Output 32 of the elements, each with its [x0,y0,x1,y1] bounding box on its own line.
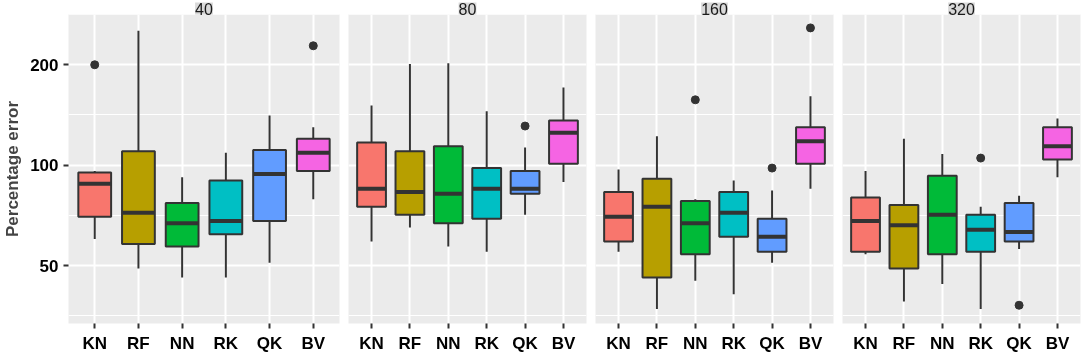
x-tick-label: NN [683,333,708,353]
x-tick-label: QK [1006,333,1033,353]
chart-title: 80 [458,0,477,18]
x-tick-label: BV [1045,333,1070,353]
x-tick-label: KN [853,333,878,353]
x-tick-label: RK [474,333,500,353]
y-tick-label: 200 [30,55,59,75]
chart-title: 160 [701,0,728,18]
x-tick-label: KN [606,333,631,353]
x-tick-label: NN [169,333,195,353]
y-axis-title: Percentage error [3,100,23,238]
x-tick-label: QK [256,333,284,353]
x-tick-label: KN [359,333,384,353]
x-tick-label: BV [798,333,823,353]
x-tick-label: NN [436,333,461,353]
y-tick-label: 50 [39,256,59,276]
x-tick-label: RF [398,333,422,353]
x-tick-label: BV [551,333,576,353]
x-tick-label: RF [645,333,669,353]
y-tick-label: 100 [30,156,59,176]
x-tick-label: RF [892,333,916,353]
x-tick-label: RK [968,333,994,353]
x-tick-label: QK [512,333,539,353]
x-tick-label: RK [213,333,239,353]
chart-title: 40 [195,0,213,18]
x-tick-label: RK [721,333,747,353]
x-tick-label: BV [301,333,326,353]
x-tick-label: NN [930,333,955,353]
x-tick-label: KN [82,333,108,353]
x-tick-label: RF [127,333,150,353]
chart-title: 320 [948,0,975,18]
x-tick-label: QK [759,333,786,353]
